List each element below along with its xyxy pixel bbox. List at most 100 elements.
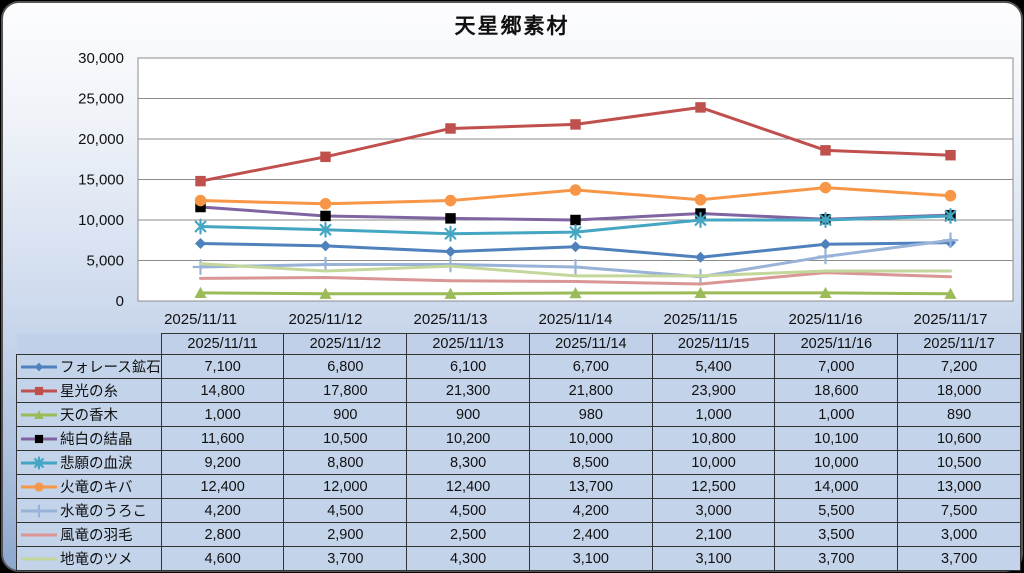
asterisk-marker-icon bbox=[319, 221, 332, 238]
circle-marker-icon bbox=[944, 189, 957, 202]
series-name-cell: 火竜のキバ bbox=[16, 474, 162, 499]
series-name-cell: 水竜のうろこ bbox=[16, 498, 162, 523]
value-cell: 4,600 bbox=[160, 546, 285, 571]
plus-marker-icon bbox=[942, 232, 959, 249]
circle-marker-icon bbox=[444, 194, 457, 207]
value-cell: 10,500 bbox=[283, 426, 408, 451]
series-name: 悲願の血涙 bbox=[60, 456, 133, 472]
value-cell: 8,800 bbox=[283, 450, 408, 475]
series-name: フォレース鉱石 bbox=[60, 360, 161, 376]
value-cell: 3,700 bbox=[897, 546, 1021, 571]
value-cell: 7,000 bbox=[774, 354, 899, 379]
series-line bbox=[195, 102, 956, 187]
y-tick-label: 10,000 bbox=[78, 212, 124, 229]
asterisk-marker-icon bbox=[944, 207, 957, 224]
y-tick-label: 25,000 bbox=[78, 91, 124, 108]
circle-marker-icon bbox=[319, 198, 332, 210]
x-axis-labels: 2025/11/11 2025/11/12 2025/11/13 2025/11/14… bbox=[164, 311, 987, 328]
series-name-cell: 星光の糸 bbox=[16, 378, 162, 403]
y-tick-label: 30,000 bbox=[78, 50, 124, 67]
y-tick-label: 0 bbox=[116, 293, 124, 310]
value-cell: 2,800 bbox=[160, 522, 285, 547]
series-name: 地竜のツメ bbox=[60, 552, 133, 568]
triangle-marker-icon bbox=[34, 409, 44, 419]
value-cell: 900 bbox=[283, 402, 408, 427]
square-marker-icon bbox=[945, 149, 956, 161]
date-header-cell: 2025/11/12 bbox=[283, 333, 408, 355]
triangle-marker-icon bbox=[444, 287, 457, 299]
circle-marker-icon bbox=[34, 481, 44, 492]
circle-marker-icon bbox=[194, 194, 207, 207]
value-cell: 2,900 bbox=[283, 522, 408, 547]
square-marker-icon bbox=[820, 145, 831, 156]
legend-key-icon bbox=[21, 481, 57, 492]
date-header-cell: 2025/11/17 bbox=[897, 333, 1021, 355]
series-name: 天の香木 bbox=[60, 408, 118, 424]
y-tick-label: 15,000 bbox=[78, 172, 124, 189]
line-chart: 0 5,000 10,000 15,000 20,000 25,000 30,000 2025… bbox=[78, 50, 1014, 328]
value-cell: 1,000 bbox=[774, 402, 899, 427]
series-line bbox=[194, 286, 957, 299]
diamond-marker-icon bbox=[34, 362, 44, 371]
x-tick-label: 2025/11/13 bbox=[414, 311, 488, 328]
series-name-cell: フォレース鉱石 bbox=[16, 354, 162, 379]
series-name: 純白の結晶 bbox=[60, 432, 133, 448]
table-row: 火竜のキバ 12,400 12,000 12,400 13,700 12,500 14,00… bbox=[16, 474, 1021, 499]
asterisk-marker-icon bbox=[819, 212, 832, 228]
value-cell: 3,000 bbox=[651, 498, 776, 523]
value-cell: 10,600 bbox=[897, 426, 1021, 451]
series-name: 水竜のうろこ bbox=[60, 504, 147, 520]
value-cell: 23,900 bbox=[651, 378, 776, 403]
series-name-cell: 地竜のツメ bbox=[16, 546, 162, 571]
table-row: 水竜のうろこ 4,200 4,500 4,500 4,200 3,000 5,500 7,50… bbox=[16, 498, 1021, 523]
value-cell: 1,000 bbox=[160, 402, 285, 427]
plus-marker-icon bbox=[317, 256, 334, 273]
value-cell: 900 bbox=[406, 402, 530, 427]
legend-key-icon bbox=[21, 557, 57, 560]
legend-key-icon bbox=[21, 409, 57, 419]
square-marker-icon bbox=[34, 434, 44, 443]
series-line bbox=[199, 271, 952, 286]
series-name-cell: 風竜の羽毛 bbox=[16, 522, 162, 547]
table-row: 風竜の羽毛 2,800 2,900 2,500 2,400 2,100 3,500 3,000 bbox=[16, 522, 1021, 547]
value-cell: 10,800 bbox=[651, 426, 776, 451]
table-row: 星光の糸 14,800 17,800 21,300 21,800 23,900 18,600… bbox=[16, 378, 1021, 403]
triangle-marker-icon bbox=[944, 287, 957, 299]
value-cell: 4,200 bbox=[528, 498, 653, 523]
value-cell: 4,500 bbox=[283, 498, 408, 523]
value-cell: 8,300 bbox=[406, 450, 530, 475]
x-tick-label: 2025/11/15 bbox=[664, 311, 738, 328]
plus-marker-icon bbox=[817, 248, 834, 265]
asterisk-marker-icon bbox=[569, 224, 582, 241]
table-corner-cell bbox=[16, 333, 162, 355]
legend-key-icon bbox=[21, 362, 57, 371]
value-cell: 12,500 bbox=[651, 474, 776, 499]
series-name: 風竜の羽毛 bbox=[60, 528, 133, 544]
value-cell: 2,100 bbox=[651, 522, 776, 547]
data-table: 2025/11/11 2025/11/12 2025/11/13 2025/11/14… bbox=[16, 333, 1021, 571]
plot-border bbox=[137, 57, 1014, 302]
square-marker-icon bbox=[320, 151, 331, 163]
value-cell: 8,500 bbox=[528, 450, 653, 475]
value-cell: 3,500 bbox=[774, 522, 899, 547]
square-marker-icon bbox=[695, 102, 706, 113]
value-cell: 3,100 bbox=[528, 546, 653, 571]
table-header-row: 2025/11/11 2025/11/12 2025/11/13 2025/11/14… bbox=[16, 333, 1021, 355]
value-cell: 890 bbox=[897, 402, 1021, 427]
series-name-cell: 悲願の血涙 bbox=[16, 450, 162, 475]
legend-key-icon bbox=[21, 386, 57, 395]
value-cell: 10,200 bbox=[406, 426, 530, 451]
series-line bbox=[194, 207, 957, 242]
value-cell: 3,000 bbox=[897, 522, 1021, 547]
asterisk-marker-icon bbox=[194, 218, 207, 235]
value-cell: 21,300 bbox=[406, 378, 530, 403]
series-line bbox=[199, 262, 952, 278]
square-marker-icon bbox=[195, 175, 206, 187]
value-cell: 10,000 bbox=[774, 450, 899, 475]
x-tick-label: 2025/11/17 bbox=[914, 311, 988, 328]
x-tick-label: 2025/11/11 bbox=[164, 311, 237, 328]
value-cell: 10,100 bbox=[774, 426, 899, 451]
value-cell: 9,200 bbox=[160, 450, 285, 475]
